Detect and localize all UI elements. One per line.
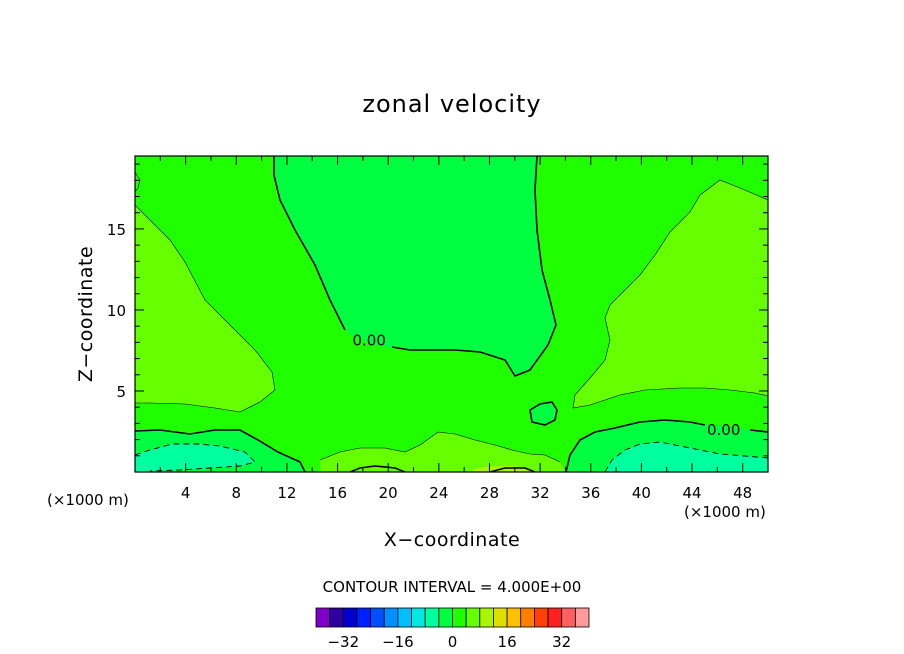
x-axis-label: X−coordinate — [384, 529, 520, 551]
region-small-negative-blob — [530, 402, 557, 425]
colorbar-swatch — [465, 607, 481, 628]
x-tick-label: 4 — [181, 484, 191, 502]
contour-label: 0.00 — [353, 332, 386, 350]
colorbar-swatch — [547, 607, 563, 628]
chart-title: zonal velocity — [362, 90, 541, 118]
isoline-zero-bottom-left — [135, 429, 306, 472]
y-tick-label: 10 — [107, 302, 126, 320]
x-tick-label: 12 — [277, 484, 296, 502]
colorbar-swatch — [315, 607, 331, 628]
colorbar-tick-label: 16 — [498, 633, 517, 651]
region-positive-right — [573, 180, 768, 408]
x-tick-label: 24 — [429, 484, 448, 502]
x-axis-ticks: 4 8 12 16 20 24 28 32 36 40 44 48 — [159, 156, 752, 502]
colorbar-tick-label: 0 — [448, 633, 458, 651]
colorbar-swatch — [397, 607, 412, 628]
x-tick-label: 16 — [328, 484, 347, 502]
colorbar-swatch — [493, 607, 508, 628]
y-tick-label: 15 — [107, 221, 126, 239]
colorbar-swatch — [383, 607, 399, 628]
colorbar-swatch — [342, 607, 358, 628]
colorbar-swatch — [411, 607, 426, 628]
x-tick-label: 44 — [682, 484, 701, 502]
y-axis-ticks: 5 10 15 — [107, 163, 768, 457]
colorbar-swatch — [534, 607, 549, 628]
isoline-thin-top-left — [135, 171, 141, 193]
y-axis-label: Z−coordinate — [75, 246, 97, 382]
isoline-dashed-bottom-right — [604, 441, 768, 472]
region-bottom-left-strong — [135, 444, 255, 472]
contour-label-layer: 0.00 0.00 — [353, 332, 741, 439]
colorbar-tick-label: −32 — [327, 633, 359, 651]
isoline-thin-left — [135, 204, 276, 413]
x-tick-label: 28 — [480, 484, 499, 502]
y-tick-label: 5 — [116, 383, 126, 401]
plot-frame — [134, 155, 769, 473]
colorbar-tick-label: −16 — [382, 633, 414, 651]
contour-label: 0.00 — [707, 421, 740, 439]
x-tick-label: 8 — [232, 484, 242, 502]
x-tick-label: 40 — [632, 484, 651, 502]
colorbar-swatch — [520, 607, 535, 628]
colorbar-swatch — [424, 607, 440, 628]
colorbar-swatch — [561, 607, 576, 628]
isoline-thin-bottom-mid — [319, 431, 561, 463]
isoline-zero-bottom-right — [565, 419, 768, 472]
isoline-thin-right — [572, 179, 768, 409]
colorbar-swatch — [438, 607, 453, 628]
region-negative-top-core — [274, 156, 556, 376]
x-unit-left: (×1000 m) — [47, 491, 129, 509]
contour-fill-layer — [135, 156, 768, 472]
region-bottom-mid-positive — [320, 432, 566, 472]
isoline-zero-blob — [529, 401, 558, 426]
colorbar: −32 −16 0 16 32 — [315, 607, 590, 651]
isoline-zero-central — [273, 156, 557, 377]
colorbar-swatch — [370, 607, 385, 628]
x-tick-label: 48 — [733, 484, 752, 502]
colorbar-tick-label: 32 — [552, 633, 571, 651]
colorbar-swatch — [356, 607, 372, 628]
colorbar-swatch — [452, 607, 467, 628]
contour-interval-text: CONTOUR INTERVAL = 4.000E+00 — [323, 578, 582, 596]
region-positive-left — [135, 205, 275, 412]
colorbar-swatch — [506, 607, 522, 628]
colorbar-swatch — [574, 607, 590, 628]
colorbar-swatch — [479, 607, 494, 628]
x-tick-label: 36 — [581, 484, 600, 502]
x-tick-label: 20 — [379, 484, 398, 502]
x-tick-label: 32 — [531, 484, 550, 502]
colorbar-swatch — [329, 607, 344, 628]
region-bottom-right-strong — [605, 442, 768, 472]
x-unit-right: (×1000 m) — [684, 503, 766, 521]
isoline-dashed-bottom-left — [135, 443, 256, 472]
